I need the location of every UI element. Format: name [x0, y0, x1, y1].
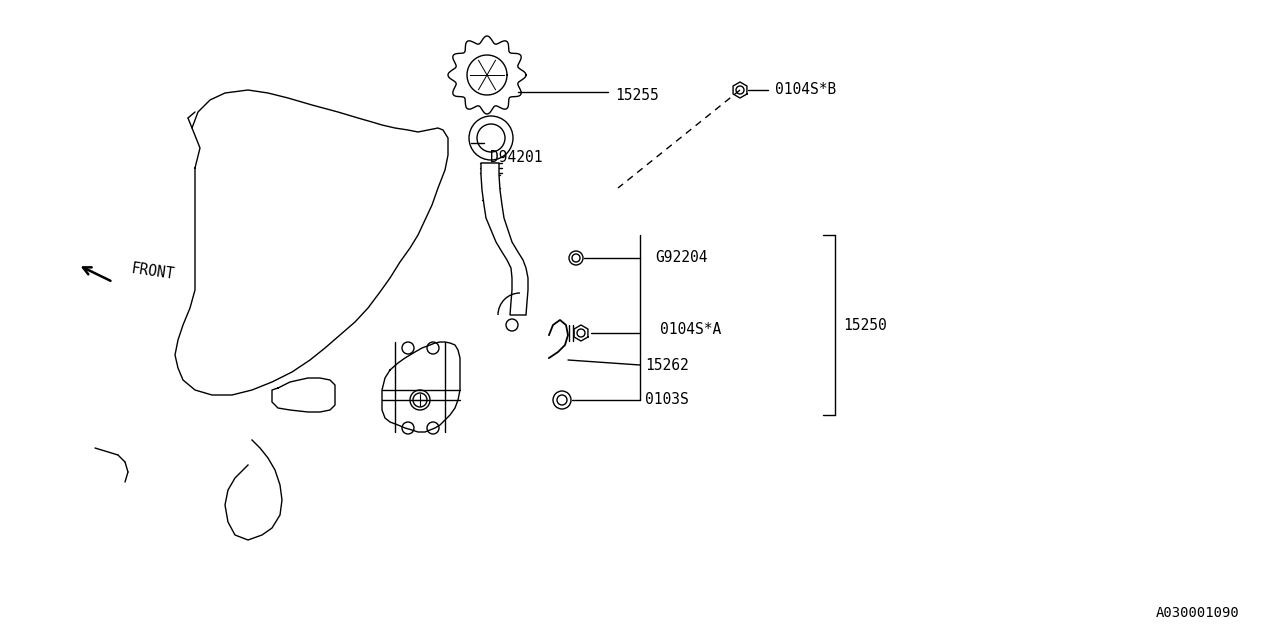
Text: D94201: D94201	[490, 150, 543, 166]
Text: 0103S: 0103S	[645, 392, 689, 408]
Text: G92204: G92204	[655, 250, 708, 266]
Text: 0104S*A: 0104S*A	[660, 323, 721, 337]
Text: 15262: 15262	[645, 358, 689, 372]
Text: 15255: 15255	[614, 88, 659, 102]
Text: A030001090: A030001090	[1156, 606, 1240, 620]
Text: 15250: 15250	[844, 317, 887, 333]
Polygon shape	[481, 163, 529, 315]
Text: FRONT: FRONT	[131, 262, 175, 282]
Text: 0104S*B: 0104S*B	[774, 83, 836, 97]
